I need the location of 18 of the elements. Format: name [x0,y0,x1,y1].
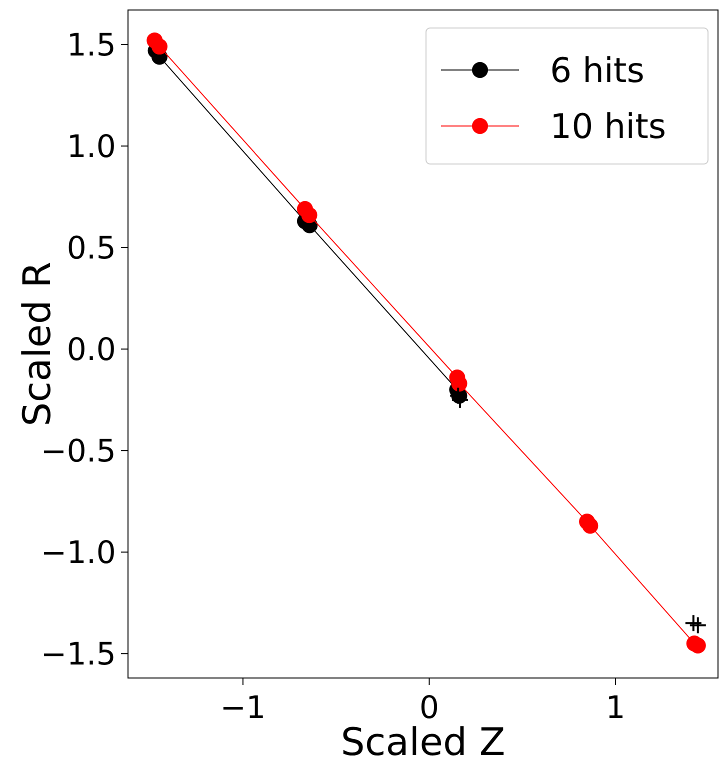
y-tick-label: −0.5 [40,433,116,470]
point [582,518,598,534]
point [688,616,707,634]
y-tick-label: 0.5 [66,230,116,266]
x-tick-label: 1 [606,690,626,726]
y-tick-label: −1.0 [40,534,116,571]
point [151,38,168,55]
point [684,614,702,632]
legend-label: 10 hits [550,106,666,147]
y-tick-label: −1.5 [40,636,116,672]
y-axis-title: Scaled R [15,262,59,426]
y-tick-label: 1.0 [66,128,116,165]
y-tick-label: 0.0 [66,332,116,368]
point [301,207,318,224]
y-tick-label: 1.5 [66,27,116,64]
point [450,390,469,409]
legend-label: 6 hits [550,50,644,91]
x-tick-label: −1 [220,690,266,726]
